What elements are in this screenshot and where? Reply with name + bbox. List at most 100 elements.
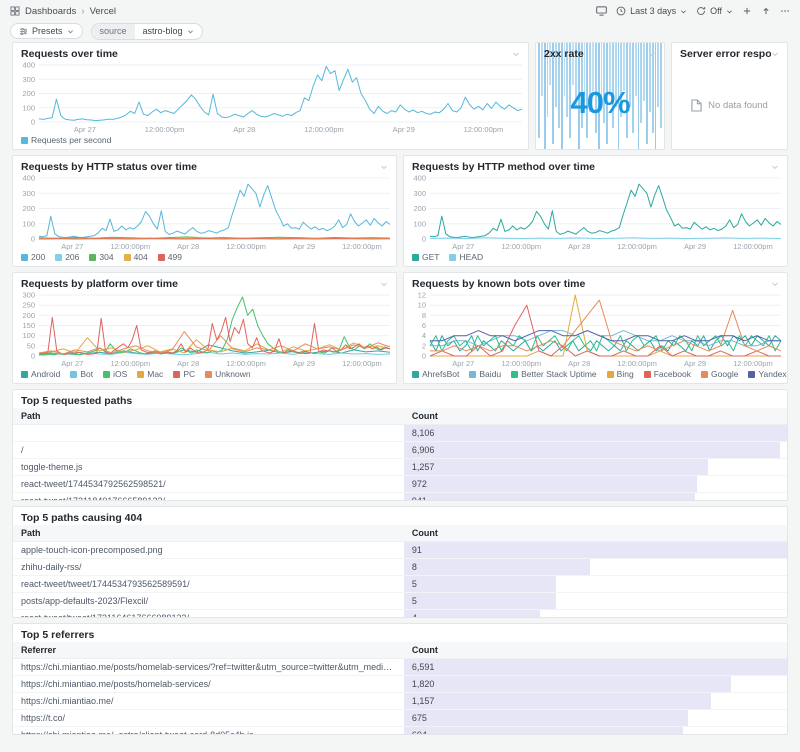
add-panel-button[interactable]: [742, 6, 752, 16]
legend-item[interactable]: Unknown: [205, 369, 251, 379]
legend-label: AhrefsBot: [422, 369, 460, 379]
requests-over-time-chart[interactable]: 0 100 200 300 400 Apr 27 12:00:00pm Apr 28 12:00…: [13, 61, 528, 135]
presets-dropdown[interactable]: Presets: [10, 23, 83, 39]
panel-http-method: Requests by HTTP method over time 0 100 20…: [403, 155, 788, 267]
column-header[interactable]: Count: [403, 408, 787, 425]
svg-text:400: 400: [413, 174, 426, 183]
legend-item[interactable]: Bing: [606, 369, 634, 379]
column-header[interactable]: Path: [13, 525, 404, 542]
panel-menu-icon[interactable]: [771, 280, 779, 288]
panel-menu-icon[interactable]: [380, 280, 388, 288]
legend-item[interactable]: Baidu: [469, 369, 501, 379]
panel-menu-icon[interactable]: [512, 50, 520, 58]
dashboard-toolbar: Presets source astro-blog: [0, 20, 800, 42]
legend-item[interactable]: Requests per second: [21, 135, 111, 145]
svg-text:200: 200: [22, 89, 35, 98]
column-header[interactable]: Count: [403, 642, 787, 659]
legend-item[interactable]: Google: [701, 369, 738, 379]
svg-text:300: 300: [22, 189, 35, 198]
panel-menu-icon[interactable]: [648, 50, 656, 58]
column-header[interactable]: Count: [403, 525, 787, 542]
chart-canvas: 0 100 200 300 400 Apr 27 12:00:00pm Apr 28 12:00…: [22, 61, 523, 134]
time-range-picker[interactable]: Last 3 days: [616, 6, 687, 16]
table-row: https://chi.miantiao.me/_astro/client-tw…: [13, 726, 787, 734]
kiosk-mode-button[interactable]: [596, 6, 607, 16]
count-value: 91: [411, 545, 422, 555]
legend-swatch: [70, 370, 78, 378]
sparkline-bar: [552, 43, 555, 144]
count-gauge-bar: [403, 727, 683, 734]
legend-item[interactable]: Mac: [137, 369, 163, 379]
share-button[interactable]: [761, 6, 771, 16]
legend-swatch: [21, 136, 28, 144]
legend-swatch: [511, 370, 519, 378]
panel-menu-icon[interactable]: [771, 163, 779, 171]
legend-item[interactable]: 499: [157, 252, 182, 262]
table-row: 8,106: [13, 424, 787, 442]
refresh-picker[interactable]: Off: [696, 6, 733, 16]
legend-item[interactable]: Android: [21, 369, 60, 379]
table-header-row: Referrer Count: [13, 642, 787, 659]
platform-chart[interactable]: 0 50 100 150 200 250 300 Apr 27 12:00:00pm Apr 28…: [13, 291, 396, 369]
legend-item[interactable]: 200: [21, 252, 45, 262]
breadcrumb-root[interactable]: Dashboards: [25, 5, 77, 17]
svg-text:Apr 28: Apr 28: [177, 242, 199, 251]
http-status-chart[interactable]: 0 100 200 300 400 Apr 27 12:00:00pm Apr 28 12:00…: [13, 174, 396, 252]
more-options-button[interactable]: [780, 6, 790, 16]
legend-label: Bing: [616, 369, 634, 379]
legend-item[interactable]: 404: [123, 252, 148, 262]
sparkline-bar: [643, 43, 646, 102]
known-bots-chart[interactable]: 0 2 4 6 8 10 12 Apr 27 12:00:00pm Apr 28 12:00:00p…: [404, 291, 787, 369]
count-gauge-bar: [403, 442, 781, 458]
platform-legend: Android Bot iOS Mac PC Unknown: [13, 369, 396, 383]
legend-item[interactable]: Yandex: [748, 369, 787, 379]
svg-text:0: 0: [422, 352, 426, 361]
legend-swatch: [412, 370, 419, 378]
http-method-chart[interactable]: 0 100 200 300 400 Apr 27 12:00:00pm Apr 28 12:00…: [404, 174, 787, 252]
count-value: 6,906: [411, 445, 435, 455]
legend-swatch: [137, 370, 145, 378]
legend-item[interactable]: Bot: [70, 369, 93, 379]
breadcrumb-current[interactable]: Vercel: [89, 5, 116, 17]
legend-item[interactable]: Better Stack Uptime: [511, 369, 597, 379]
legend-label: Facebook: [653, 369, 692, 379]
source-variable-value-dropdown[interactable]: astro-blog: [135, 24, 202, 39]
legend-swatch: [748, 370, 756, 378]
legend-label: 304: [99, 252, 114, 262]
column-header[interactable]: Referrer: [13, 642, 404, 659]
path-cell: apple-touch-icon-precomposed.png: [13, 541, 404, 559]
count-cell: 1,157: [403, 692, 787, 710]
legend-label: 499: [167, 252, 182, 262]
clock-icon: [616, 6, 626, 16]
svg-text:300: 300: [22, 75, 35, 84]
column-header[interactable]: Path: [13, 408, 404, 425]
legend-label: 404: [133, 252, 148, 262]
legend-item[interactable]: Facebook: [643, 369, 692, 379]
legend-label: Baidu: [479, 369, 502, 379]
panel-title: Requests over time: [21, 48, 118, 60]
chart-canvas: 0 100 200 300 400 Apr 27 12:00:00pm Apr 28 12:00…: [413, 174, 782, 251]
legend-item[interactable]: PC: [173, 369, 195, 379]
legend-item[interactable]: 206: [55, 252, 79, 262]
dashboards-grid-icon[interactable]: [10, 6, 20, 16]
sparkline-bar: [620, 43, 623, 118]
panel-title: Requests by known bots over time: [412, 278, 586, 290]
path-cell: react-tweet/1721184017666589132/: [13, 492, 404, 500]
panel-menu-icon[interactable]: [380, 163, 388, 171]
svg-text:6: 6: [422, 321, 426, 330]
legend-item[interactable]: AhrefsBot: [412, 369, 459, 379]
legend-item[interactable]: iOS: [103, 369, 127, 379]
legend-item[interactable]: HEAD: [449, 252, 483, 262]
svg-text:Apr 27: Apr 27: [452, 242, 474, 251]
legend-item[interactable]: 304: [89, 252, 114, 262]
count-cell: 5: [403, 592, 787, 610]
panel-menu-icon[interactable]: [771, 50, 779, 58]
sparkline-bar: [611, 43, 614, 128]
chart-canvas: 0 100 200 300 400 Apr 27 12:00:00pm Apr 28 12:00…: [22, 174, 391, 251]
legend-item[interactable]: GET: [412, 252, 439, 262]
legend-swatch: [123, 253, 131, 261]
svg-text:12:00:00pm: 12:00:00pm: [226, 242, 266, 251]
count-gauge-bar: [403, 493, 696, 500]
panel-top-404-paths: Top 5 paths causing 404 Path Count apple-t…: [12, 506, 788, 618]
sparkline-bar: [566, 43, 569, 118]
